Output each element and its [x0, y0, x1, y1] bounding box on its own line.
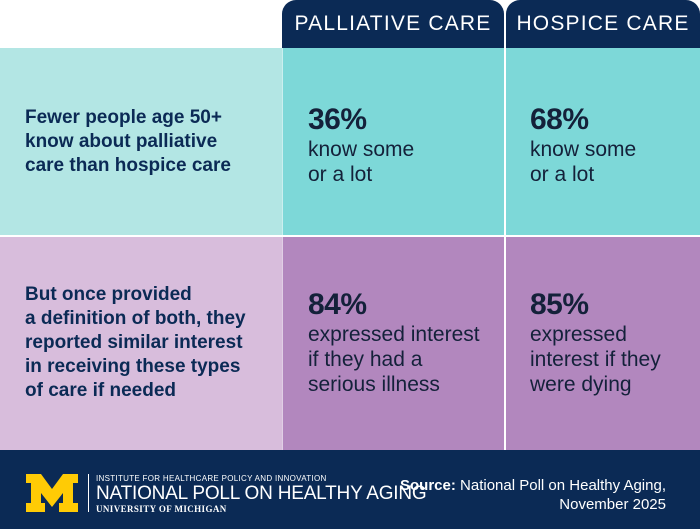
- source-date: November 2025: [559, 496, 666, 513]
- cell-awareness-palliative: 36% know some or a lot: [282, 48, 504, 236]
- source-label: Source:: [400, 477, 456, 494]
- description-line: serious illness: [308, 373, 440, 396]
- description-line: know some: [530, 138, 637, 161]
- column-divider: [504, 48, 506, 450]
- description-line: or a lot: [530, 163, 595, 186]
- description-line: if they had a: [308, 348, 423, 371]
- cell-interest-palliative: 84% expressed interest if they had a ser…: [282, 236, 504, 450]
- row-label-awareness: Fewer people age 50+ know about palliati…: [0, 48, 282, 236]
- row-label-interest: But once provided a definition of both, …: [0, 236, 282, 450]
- block-m-logo-icon: [26, 474, 78, 512]
- percent-value: 84%: [308, 288, 367, 321]
- percent-description: know some or a lot: [530, 137, 700, 187]
- description-line: expressed: [530, 323, 627, 346]
- percent-description: expressed interest if they were dying: [530, 322, 700, 397]
- percent-description: know some or a lot: [308, 137, 504, 187]
- description-line: were dying: [530, 373, 632, 396]
- row-label-line: reported similar interest: [25, 332, 243, 353]
- row-label-line: But once provided: [25, 284, 192, 305]
- header-blank: [0, 0, 282, 48]
- row-label-line: a definition of both, they: [25, 308, 246, 329]
- description-line: interest if they: [530, 348, 661, 371]
- row-divider: [0, 235, 700, 237]
- row-label-line: know about palliative: [25, 131, 218, 152]
- logo-divider: [88, 474, 89, 512]
- cell-interest-hospice: 85% expressed interest if they were dyin…: [506, 236, 700, 450]
- column-divider: [282, 48, 283, 450]
- description-line: know some: [308, 138, 415, 161]
- percent-value: 85%: [530, 288, 589, 321]
- logo-wordmark: INSTITUTE FOR HEALTHCARE POLICY AND INNO…: [96, 474, 427, 514]
- percent-value: 36%: [308, 103, 367, 136]
- source-citation: Source: National Poll on Healthy Aging, …: [400, 476, 666, 514]
- row-label-line: in receiving these types: [25, 356, 241, 377]
- university-name: UNIVERSITY OF MICHIGAN: [96, 504, 227, 514]
- column-header-palliative: PALLIATIVE CARE: [282, 0, 504, 48]
- poll-name: NATIONAL POLL ON HEALTHY AGING: [96, 483, 427, 504]
- description-line: expressed interest: [308, 323, 480, 346]
- institute-name: INSTITUTE FOR HEALTHCARE POLICY AND INNO…: [96, 474, 327, 483]
- row-label-line: care than hospice care: [25, 155, 231, 176]
- percent-description: expressed interest if they had a serious…: [308, 322, 504, 397]
- percent-value: 68%: [530, 103, 589, 136]
- cell-awareness-hospice: 68% know some or a lot: [506, 48, 700, 236]
- description-line: or a lot: [308, 163, 373, 186]
- row-label-line: Fewer people age 50+: [25, 107, 222, 128]
- source-text: National Poll on Healthy Aging,: [460, 477, 666, 494]
- row-label-line: of care if needed: [25, 380, 176, 401]
- column-header-hospice: HOSPICE CARE: [506, 0, 700, 48]
- footer: [0, 450, 700, 529]
